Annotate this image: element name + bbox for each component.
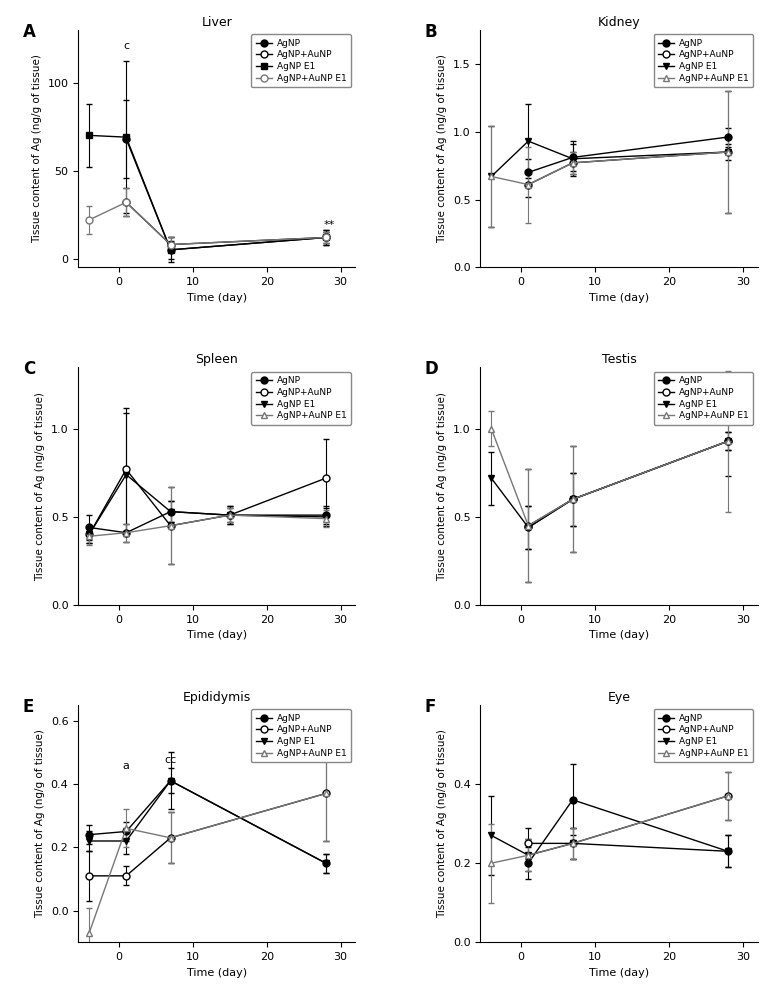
Y-axis label: Tissue content of Ag (ng/g of tissue): Tissue content of Ag (ng/g of tissue) bbox=[35, 729, 45, 918]
Y-axis label: Tissue content of Ag (ng/g of tissue): Tissue content of Ag (ng/g of tissue) bbox=[437, 392, 448, 580]
Text: a: a bbox=[123, 761, 130, 772]
Legend: AgNP, AgNP+AuNP, AgNP E1, AgNP+AuNP E1: AgNP, AgNP+AuNP, AgNP E1, AgNP+AuNP E1 bbox=[251, 372, 351, 425]
Text: **: ** bbox=[324, 220, 335, 230]
Y-axis label: Tissue content of Ag (ng/g of tissue): Tissue content of Ag (ng/g of tissue) bbox=[35, 392, 45, 580]
Legend: AgNP, AgNP+AuNP, AgNP E1, AgNP+AuNP E1: AgNP, AgNP+AuNP, AgNP E1, AgNP+AuNP E1 bbox=[251, 35, 351, 87]
Text: E: E bbox=[23, 697, 34, 715]
Text: A: A bbox=[23, 23, 35, 41]
X-axis label: Time (day): Time (day) bbox=[187, 630, 247, 640]
Text: c: c bbox=[123, 41, 129, 51]
Title: Kidney: Kidney bbox=[597, 16, 640, 29]
X-axis label: Time (day): Time (day) bbox=[187, 293, 247, 303]
X-axis label: Time (day): Time (day) bbox=[589, 630, 649, 640]
Text: F: F bbox=[425, 697, 436, 715]
Title: Testis: Testis bbox=[601, 353, 637, 366]
Title: Liver: Liver bbox=[201, 16, 232, 29]
Text: C: C bbox=[23, 360, 35, 378]
Y-axis label: Tissue content of Ag (ng/g of tissue): Tissue content of Ag (ng/g of tissue) bbox=[437, 729, 448, 918]
Title: Eye: Eye bbox=[608, 690, 630, 703]
X-axis label: Time (day): Time (day) bbox=[589, 967, 649, 978]
Legend: AgNP, AgNP+AuNP, AgNP E1, AgNP+AuNP E1: AgNP, AgNP+AuNP, AgNP E1, AgNP+AuNP E1 bbox=[654, 709, 753, 763]
X-axis label: Time (day): Time (day) bbox=[187, 967, 247, 978]
Text: cc: cc bbox=[165, 755, 177, 765]
Legend: AgNP, AgNP+AuNP, AgNP E1, AgNP+AuNP E1: AgNP, AgNP+AuNP, AgNP E1, AgNP+AuNP E1 bbox=[251, 709, 351, 763]
Title: Spleen: Spleen bbox=[195, 353, 238, 366]
X-axis label: Time (day): Time (day) bbox=[589, 293, 649, 303]
Title: Epididymis: Epididymis bbox=[183, 690, 251, 703]
Legend: AgNP, AgNP+AuNP, AgNP E1, AgNP+AuNP E1: AgNP, AgNP+AuNP, AgNP E1, AgNP+AuNP E1 bbox=[654, 35, 753, 87]
Y-axis label: Tissue content of Ag (ng/g of tissue): Tissue content of Ag (ng/g of tissue) bbox=[32, 55, 42, 243]
Legend: AgNP, AgNP+AuNP, AgNP E1, AgNP+AuNP E1: AgNP, AgNP+AuNP, AgNP E1, AgNP+AuNP E1 bbox=[654, 372, 753, 425]
Text: B: B bbox=[425, 23, 437, 41]
Y-axis label: Tissue content of Ag (ng/g of tissue): Tissue content of Ag (ng/g of tissue) bbox=[437, 55, 448, 243]
Text: D: D bbox=[425, 360, 438, 378]
